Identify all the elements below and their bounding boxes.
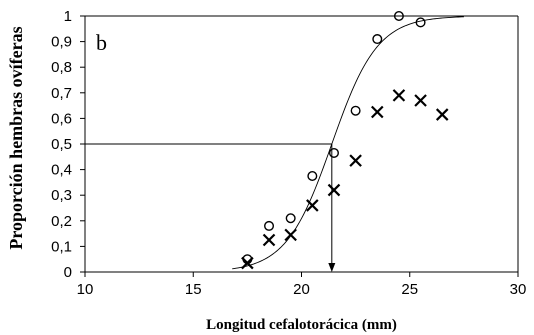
reference-arrow-head: [328, 263, 336, 272]
data-point-circle: [415, 17, 426, 28]
data-point-cross: [262, 233, 276, 247]
data-point-circle: [307, 170, 318, 181]
y-tick-label: 0,4: [51, 162, 72, 179]
data-point-cross: [241, 256, 254, 270]
x-axis-title: Longitud cefalotorácica (mm): [206, 317, 397, 333]
y-tick-label: 0: [64, 264, 72, 281]
x-tick-label: 25: [401, 281, 418, 298]
data-point-cross: [414, 94, 427, 107]
y-tick-label: 1: [64, 8, 72, 25]
data-point-circle: [393, 10, 404, 22]
data-point-cross: [306, 199, 319, 212]
cross-stroke: [241, 256, 254, 270]
y-tick-label: 0,1: [51, 238, 72, 255]
data-point-circle: [328, 147, 339, 158]
y-tick-label: 0,6: [51, 110, 72, 127]
cross-stroke: [435, 108, 449, 121]
y-tick-label: 0,3: [51, 187, 72, 204]
axis-ticks: 0 0,1 0,2 0,3 0,4 0,5 0,6 0,7 0,8 0,9 1 10 15 20 25 30: [51, 8, 526, 298]
data-point-cross: [349, 154, 362, 167]
y-axis-title: Proporción hembras ovíferas: [6, 26, 26, 249]
fitted-curve-layer: [232, 16, 464, 270]
data-marks: [241, 10, 449, 270]
data-point-cross: [284, 228, 297, 242]
cross-stroke: [392, 89, 406, 102]
data-point-cross: [327, 183, 341, 197]
reference-guide-layer: [85, 143, 336, 272]
panel-label: b: [96, 30, 107, 55]
cross-stroke: [284, 228, 297, 242]
x-tick-label: 10: [77, 281, 94, 298]
data-point-circle: [264, 220, 275, 231]
data-point-cross: [370, 105, 384, 119]
y-tick-label: 0,2: [51, 213, 72, 230]
y-tick-label: 0,5: [51, 136, 72, 153]
cross-stroke: [370, 105, 384, 119]
cross-stroke: [349, 154, 362, 167]
data-point-circle: [372, 34, 383, 45]
cross-stroke: [414, 94, 427, 107]
data-point-cross: [392, 89, 406, 102]
x-tick-label: 20: [293, 281, 310, 298]
cross-stroke: [327, 183, 341, 197]
y-tick-label: 0,9: [51, 34, 72, 51]
data-point-circle: [350, 105, 361, 116]
y-tick-label: 0,7: [51, 85, 72, 102]
x-tick-label: 30: [510, 281, 527, 298]
data-point-cross: [435, 108, 449, 121]
cross-stroke: [306, 199, 319, 212]
y-tick-label: 0,8: [51, 59, 72, 76]
fitted-curve: [232, 16, 464, 270]
x-tick-label: 15: [185, 281, 202, 298]
data-point-circle: [285, 213, 296, 224]
cross-stroke: [262, 233, 276, 247]
